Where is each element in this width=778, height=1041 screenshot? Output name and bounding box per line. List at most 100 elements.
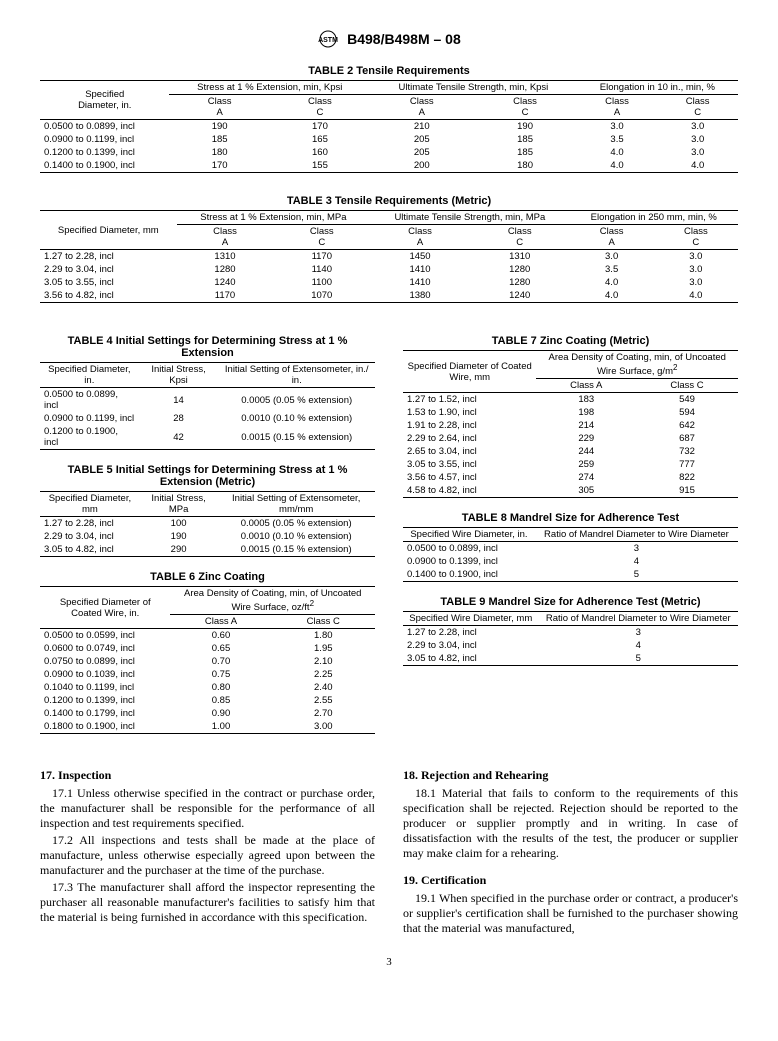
table-cell: 0.0750 to 0.0899, incl (40, 655, 170, 668)
t5-h1: Initial Stress, MPa (140, 492, 218, 517)
table-cell: 4.58 to 4.82, incl (403, 484, 536, 498)
table-cell: 1.53 to 1.90, incl (403, 406, 536, 419)
table3-title: TABLE 3 Tensile Requirements (Metric) (40, 195, 738, 207)
table-cell: 594 (636, 406, 738, 419)
table-cell: 2.10 (272, 655, 375, 668)
table-row: 0.0600 to 0.0749, incl0.651.95 (40, 642, 375, 655)
table-cell: 915 (636, 484, 738, 498)
t3-sc1: Class C (273, 225, 370, 250)
table-cell: 3.56 to 4.57, incl (403, 471, 536, 484)
sec17-2: 17.2 All inspections and tests shall be … (40, 833, 375, 878)
table-cell: 290 (140, 543, 218, 557)
table-row: 0.1040 to 0.1199, incl0.802.40 (40, 681, 375, 694)
table7-title: TABLE 7 Zinc Coating (Metric) (403, 335, 738, 347)
table-cell: 14 (139, 388, 219, 413)
table-row: 0.0900 to 0.1039, incl0.752.25 (40, 668, 375, 681)
table-cell: 2.40 (272, 681, 375, 694)
t2-sa3: Class A (577, 95, 658, 120)
sec17-heading: 17. Inspection (40, 768, 375, 783)
table-cell: 1240 (470, 289, 570, 303)
table-cell: 0.70 (170, 655, 271, 668)
table-row: 2.29 to 2.64, incl229687 (403, 432, 738, 445)
t3-col0: Specified Diameter, mm (40, 211, 177, 250)
table2: Specified Diameter, in. Stress at 1 % Ex… (40, 80, 738, 173)
table-cell: 1310 (177, 250, 274, 264)
doc-header: ASTM B498/B498M – 08 (40, 30, 738, 51)
table-cell: 180 (473, 159, 576, 173)
t6-h0: Specified Diameter of Coated Wire, in. (40, 587, 170, 629)
table-cell: 0.80 (170, 681, 271, 694)
table-cell: 155 (270, 159, 370, 173)
table-cell: 190 (473, 120, 576, 134)
table-row: 0.0900 to 0.1399, incl4 (403, 555, 738, 568)
table-cell: 2.55 (272, 694, 375, 707)
table-row: 3.56 to 4.82, incl11701070138012404.04.0 (40, 289, 738, 303)
table-row: 1.53 to 1.90, incl198594 (403, 406, 738, 419)
table-cell: 0.0900 to 0.1199, incl (40, 133, 169, 146)
table-cell: 0.0010 (0.10 % extension) (218, 412, 375, 425)
sec18-heading: 18. Rejection and Rehearing (403, 768, 738, 783)
t3-g3: Elongation in 250 mm, min, % (570, 211, 738, 225)
table-cell: 0.0600 to 0.0749, incl (40, 642, 170, 655)
table-row: 1.27 to 2.28, incl1000.0005 (0.05 % exte… (40, 517, 375, 531)
table-cell: 185 (473, 146, 576, 159)
table-cell: 1100 (273, 276, 370, 289)
table-cell: 1380 (370, 289, 470, 303)
table-cell: 1280 (470, 276, 570, 289)
table-cell: 0.0500 to 0.0899, incl (40, 388, 139, 413)
table-row: 0.1400 to 0.1900, incl5 (403, 568, 738, 582)
table-row: 2.29 to 3.04, incl1900.0010 (0.10 % exte… (40, 530, 375, 543)
table8-title: TABLE 8 Mandrel Size for Adherence Test (403, 512, 738, 524)
table-cell: 3.0 (657, 120, 738, 134)
table-cell: 4.0 (654, 289, 738, 303)
table-cell: 205 (370, 133, 473, 146)
table-cell: 0.60 (170, 629, 271, 643)
table8: Specified Wire Diameter, in.Ratio of Man… (403, 527, 738, 582)
table2-title: TABLE 2 Tensile Requirements (40, 65, 738, 77)
table-row: 0.1200 to 0.1399, incl0.852.55 (40, 694, 375, 707)
sec19-1: 19.1 When specified in the purchase orde… (403, 891, 738, 936)
table-row: 0.0750 to 0.0899, incl0.702.10 (40, 655, 375, 668)
table-cell: 1.27 to 2.28, incl (40, 517, 140, 531)
table-cell: 3.05 to 4.82, incl (403, 652, 539, 666)
table-cell: 0.0900 to 0.1199, incl (40, 412, 139, 425)
table-cell: 244 (536, 445, 636, 458)
sec19-heading: 19. Certification (403, 873, 738, 888)
table-cell: 210 (370, 120, 473, 134)
t2-g1: Stress at 1 % Extension, min, Kpsi (169, 81, 370, 95)
t2-g3: Elongation in 10 in., min, % (577, 81, 738, 95)
table-cell: 822 (636, 471, 738, 484)
table-row: 0.0500 to 0.0899, incl140.0005 (0.05 % e… (40, 388, 375, 413)
table-cell: 42 (139, 425, 219, 450)
table-cell: 2.70 (272, 707, 375, 720)
table9-title: TABLE 9 Mandrel Size for Adherence Test … (403, 596, 738, 608)
table-cell: 0.1400 to 0.1900, incl (403, 568, 535, 582)
table-cell: 0.1800 to 0.1900, incl (40, 720, 170, 734)
table-cell: 0.1400 to 0.1900, incl (40, 159, 169, 173)
table-cell: 5 (535, 568, 738, 582)
t3-g2: Ultimate Tensile Strength, min, MPa (370, 211, 569, 225)
table-cell: 3.5 (570, 263, 654, 276)
table-cell: 1.27 to 2.28, incl (403, 626, 539, 640)
table-cell: 0.85 (170, 694, 271, 707)
astm-logo-icon: ASTM (317, 30, 339, 51)
table-cell: 198 (536, 406, 636, 419)
table-cell: 3.00 (272, 720, 375, 734)
table-row: 0.0500 to 0.0599, incl0.601.80 (40, 629, 375, 643)
table-cell: 1170 (177, 289, 274, 303)
table-cell: 0.0005 (0.05 % extension) (218, 388, 375, 413)
sec18-1: 18.1 Material that fails to conform to t… (403, 786, 738, 861)
t6-g: Area Density of Coating, min, of Uncoate… (170, 587, 375, 615)
table6-title: TABLE 6 Zinc Coating (40, 571, 375, 583)
table-cell: 777 (636, 458, 738, 471)
t2-sc3: Class C (657, 95, 738, 120)
table-cell: 1140 (273, 263, 370, 276)
table-cell: 170 (169, 159, 269, 173)
table-row: 2.65 to 3.04, incl244732 (403, 445, 738, 458)
table-cell: 0.0500 to 0.0899, incl (40, 120, 169, 134)
t3-sa2: Class A (370, 225, 470, 250)
t6-sc: Class C (272, 615, 375, 629)
table-row: 0.1200 to 0.1900, incl420.0015 (0.15 % e… (40, 425, 375, 450)
page-number: 3 (40, 956, 738, 968)
t6-sa: Class A (170, 615, 271, 629)
